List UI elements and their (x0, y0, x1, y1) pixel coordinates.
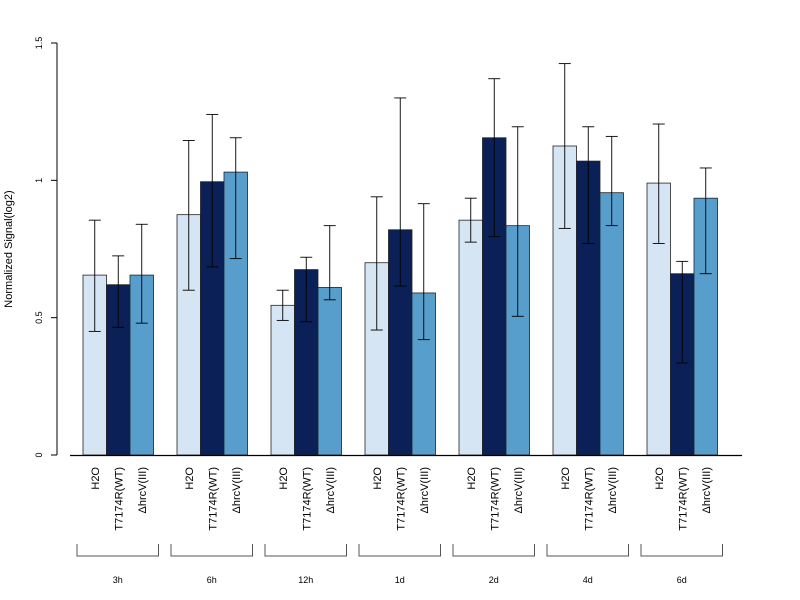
y-tick-label: 1.5 (34, 37, 44, 50)
group-bracket (76, 544, 159, 557)
error-bars (88, 63, 712, 364)
category-label: T7174R(WT) (395, 467, 407, 531)
category-label: ΔhrcV(III) (419, 467, 431, 513)
group-label: 4d (583, 575, 593, 585)
category-label: H2O (560, 467, 572, 490)
category-label: ΔhrcV(III) (137, 467, 149, 513)
y-tick-label: 0 (34, 452, 44, 457)
category-label: T7174R(WT) (207, 467, 219, 531)
category-label: T7174R(WT) (583, 467, 595, 531)
category-label: T7174R(WT) (301, 467, 313, 531)
category-label: H2O (184, 467, 196, 490)
category-label: H2O (278, 467, 290, 490)
category-label: T7174R(WT) (113, 467, 125, 531)
category-label: ΔhrcV(III) (513, 467, 525, 513)
y-axis: 0 0.5 1 1.5 (34, 37, 58, 458)
group-bracket (358, 544, 441, 557)
category-label: H2O (654, 467, 666, 490)
category-label: H2O (372, 467, 384, 490)
y-tick-label: 1 (34, 178, 44, 183)
group-bracket (170, 544, 253, 557)
group-label: 6h (207, 575, 217, 585)
category-label: T7174R(WT) (677, 467, 689, 531)
category-label: ΔhrcV(III) (607, 467, 619, 513)
group-bracket (546, 544, 629, 557)
group-label: 1d (395, 575, 405, 585)
group-bracket (640, 544, 723, 557)
bar (317, 287, 342, 456)
group-bracket (452, 544, 535, 557)
group-bracket (264, 544, 347, 557)
bar (458, 219, 483, 456)
category-label: ΔhrcV(III) (325, 467, 337, 513)
y-tick-label: 0.5 (34, 311, 44, 324)
category-label: H2O (90, 467, 102, 490)
category-label: T7174R(WT) (489, 467, 501, 531)
group-label: 3h (113, 575, 123, 585)
group-label: 2d (489, 575, 499, 585)
bar (270, 304, 295, 456)
group-brackets: 3h 6h 12h 1d 2d 4d 6d (76, 544, 723, 585)
category-label: ΔhrcV(III) (231, 467, 243, 513)
category-labels: H2O T7174R(WT) ΔhrcV(III) H2O T7174R(WT) Δhrc… (90, 467, 713, 531)
group-label: 12h (298, 575, 313, 585)
group-label: 6d (677, 575, 687, 585)
category-label: H2O (466, 467, 478, 490)
category-label: ΔhrcV(III) (701, 467, 713, 513)
y-axis-label: Normalized Signal(log2) (3, 190, 15, 307)
bar (599, 192, 624, 456)
